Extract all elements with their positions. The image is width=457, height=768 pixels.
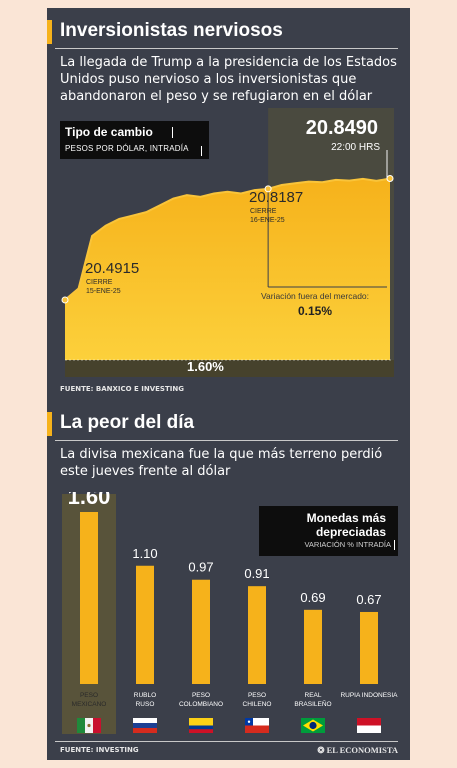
flag-stripe [133,728,157,733]
bar [248,586,266,684]
bar [80,512,98,684]
flag-star [247,720,251,723]
exchange-rate-box: Tipo de cambio PESOS POR DÓLAR, INTRADÍA [60,121,209,159]
mid-point-marker [264,185,272,193]
exchange-rate-area [65,178,390,365]
brand-name: EL ECONOMISTA [326,745,398,755]
category-label: PESO [248,692,266,699]
mid-date-label: 16-ENE-25 [250,217,285,224]
section-accent-bar [47,412,52,436]
flag-emblem [87,723,91,728]
bar-value-label: 1.60 [68,492,111,509]
box-divider [201,146,202,156]
infographic-panel: Inversionistas nerviosos La llegada de T… [47,8,410,760]
box-divider [172,127,173,138]
flag-stripe [357,718,381,726]
bar-value-label: 0.91 [244,566,269,581]
bar [136,565,154,684]
bar-value-label: 0.67 [356,592,381,607]
bar [192,579,210,684]
box-divider [394,540,395,550]
category-label: RUPIA INDONESIA [340,692,398,699]
exchange-rate-chart [61,108,394,377]
start-close-label: CIERRE [86,279,113,286]
last-value-label: 20.8490 [305,117,378,139]
category-label: REAL [305,692,322,699]
depreciation-bar-chart: 1.60 PESO MEXICANO 1.10 RUBLO RUSO 0.97 PESO COL… [62,492,398,734]
bar-value-label: 0.69 [300,590,325,605]
section2-title: La peor del día [60,412,195,433]
flag-stripe [189,725,213,730]
indonesia-flag-icon [357,718,381,733]
category-label: PESO [192,692,210,699]
section1-rule [55,48,398,49]
section2-lead: La divisa mexicana fue la que más terren… [60,447,383,479]
brand-logo: ❂ EL ECONOMISTA [317,745,398,756]
after-market-value: 0.15% [297,304,333,318]
flag-stripe [189,729,213,733]
category-label: RUBLO [134,692,156,699]
flag-stripe [133,718,157,723]
mid-value-label: 20.8187 [249,189,304,206]
brazil-flag-icon [301,718,325,733]
exchange-rate-line [64,177,391,301]
flag-stripe [357,725,381,733]
section1-lead: La llegada de Trump a la presidencia de … [60,55,397,104]
exchange-rate-box-subtitle: PESOS POR DÓLAR, INTRADÍA [65,144,189,153]
category-label: CHILENO [243,701,272,708]
start-date-label: 15-ENE-25 [86,288,121,295]
section2-footer-rule [55,741,398,742]
category-label: MEXICANO [72,701,107,708]
chile-flag-icon [245,718,269,733]
brand-icon: ❂ [317,745,327,755]
mid-close-label: CIERRE [250,208,277,215]
start-value-label: 20.4915 [85,260,140,277]
currencies-box: Monedas más depreciadas VARIACIÓN % INTR… [259,506,398,556]
category-label: COLOMBIANO [179,701,223,708]
section-accent-bar [47,20,52,44]
section1-source: FUENTE: BANXICO E INVESTING [60,385,184,393]
flag-globe [309,721,317,730]
last-time-label: 22:00 HRS [331,142,380,153]
last-point-marker [386,175,394,183]
category-label: BRASILEÑO [294,699,331,708]
total-change-label: 1.60% [187,359,224,374]
currencies-box-title1: Monedas más [306,511,386,525]
category-label: RUSO [136,701,155,708]
flag-stripe [245,718,269,726]
section2-rule [55,440,398,441]
start-point-marker [61,296,69,304]
total-change-band [65,360,394,377]
flag-stripe [133,723,157,728]
colombia-flag-icon [189,718,213,733]
bar-value-label: 1.10 [132,546,157,561]
flag-stripe [77,718,85,733]
section2-source: FUENTE: INVESTING [60,746,139,754]
russia-flag-icon [133,718,157,733]
mexico-flag-icon [77,718,101,733]
category-label: PESO [80,692,98,699]
flag-stripe [93,718,101,733]
exchange-rate-box-title: Tipo de cambio [65,125,153,139]
bar [304,609,322,684]
bar-value-label: 0.97 [188,560,213,575]
section1-title: Inversionistas nerviosos [60,20,283,41]
currencies-box-subtitle: VARIACIÓN % INTRADÍA [304,540,391,549]
after-market-label: Variación fuera del mercado: [260,291,370,301]
flag-stripe [245,725,269,733]
currencies-box-title2: depreciadas [315,525,386,539]
bar [360,611,378,684]
flag-stripe [189,718,213,726]
